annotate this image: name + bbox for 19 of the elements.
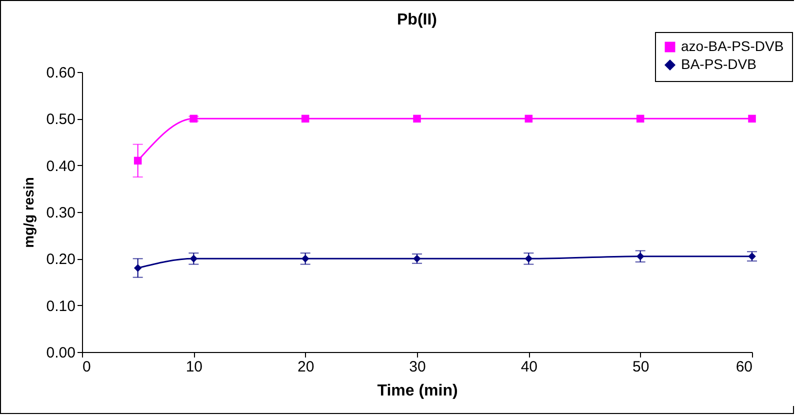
x-tick-label: 0 [82, 358, 91, 376]
y-tick-label: 0.40 [46, 158, 76, 175]
y-tick-label: 0.30 [46, 204, 76, 222]
y-tick-label: 0.60 [46, 64, 76, 82]
y-tick-label: 0.00 [46, 344, 76, 362]
x-tick-label: 20 [297, 358, 314, 376]
y-tick-label: 0.10 [46, 298, 76, 315]
x-tick-label: 50 [632, 358, 650, 376]
x-tick-label: 10 [186, 358, 203, 376]
x-tick-label: 40 [520, 358, 538, 376]
y-tick-label: 0.20 [46, 251, 76, 268]
x-tick-label: 30 [409, 358, 426, 376]
x-tick-label: 60 [736, 358, 752, 376]
legend-label: azo-BA-PS-DVB [681, 38, 784, 54]
legend-label: BA-PS-DVB [681, 56, 756, 72]
chart-title: Pb(II) [397, 12, 437, 28]
y-tick-label: 0.50 [46, 111, 76, 128]
y-axis-title: mg/g resin [20, 177, 36, 248]
x-axis-title: Time (min) [377, 382, 458, 400]
